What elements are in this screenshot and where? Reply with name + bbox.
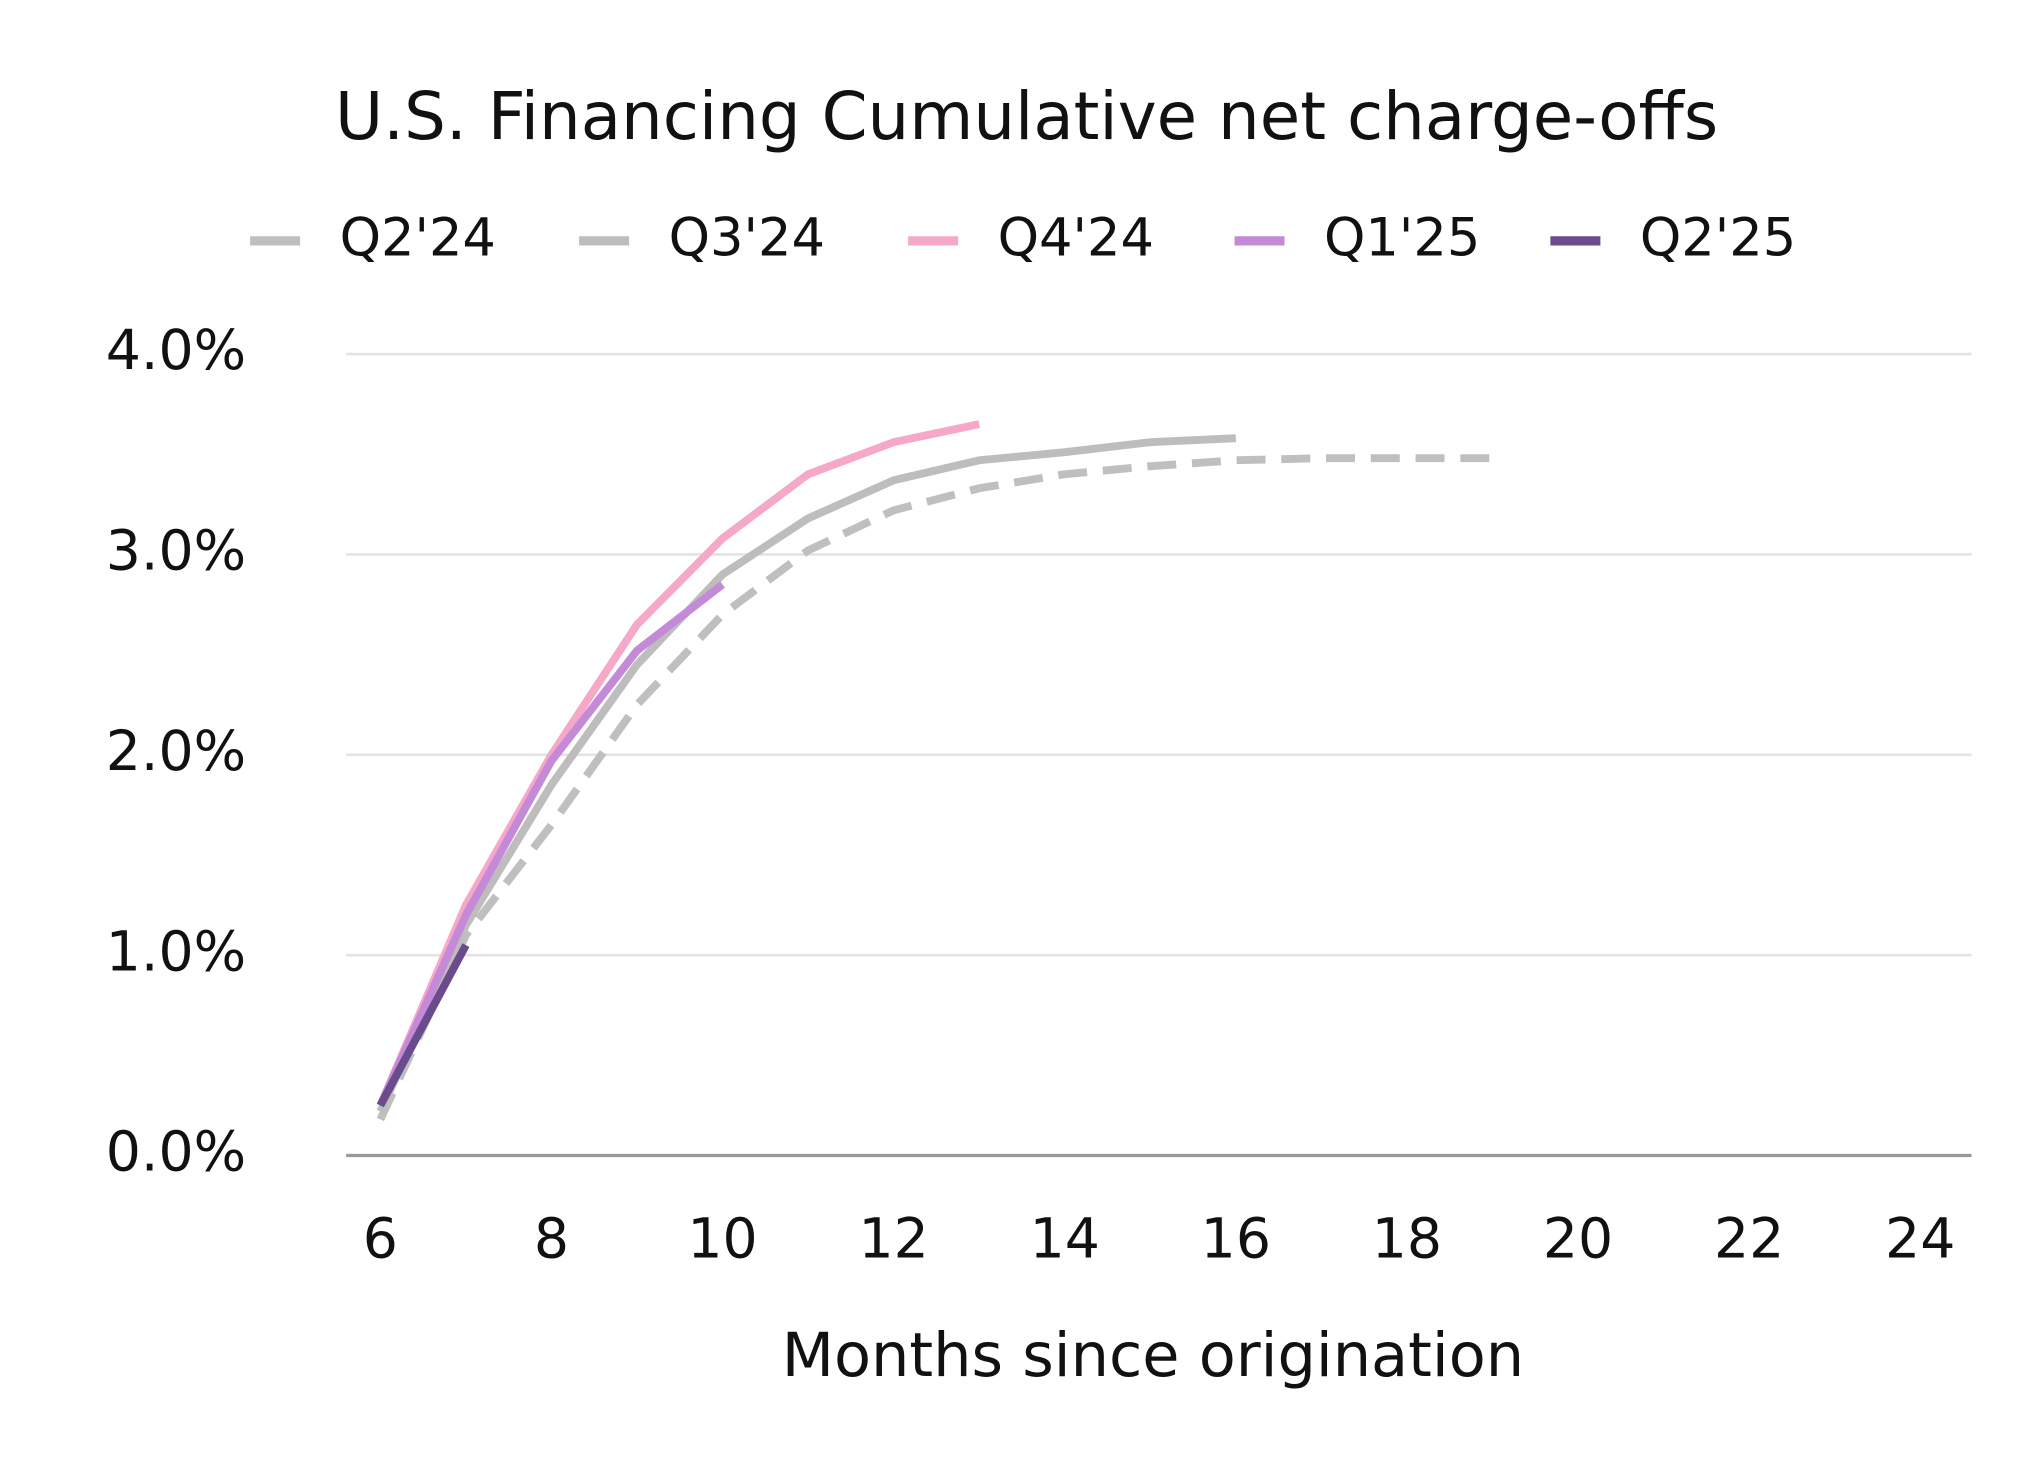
legend-label: Q1'25 xyxy=(1324,207,1480,268)
series-line xyxy=(376,581,725,1108)
x-tick-label: 16 xyxy=(1201,1208,1271,1272)
chart-title: U.S. Financing Cumulative net charge-off… xyxy=(335,78,1718,155)
series-line xyxy=(376,434,1237,1114)
x-tick-label: 18 xyxy=(1372,1208,1442,1272)
x-axis-label: Months since origination xyxy=(782,1321,1524,1391)
legend-label: Q2'24 xyxy=(340,207,496,268)
legend-label: Q4'24 xyxy=(998,207,1154,268)
legend-label: Q2'25 xyxy=(1640,207,1796,268)
y-tick-label: 0.0% xyxy=(106,1121,246,1185)
x-tick-label: 10 xyxy=(687,1208,757,1272)
series-line xyxy=(376,420,981,1107)
x-tick-label: 14 xyxy=(1030,1208,1100,1272)
x-tick-label: 20 xyxy=(1543,1208,1613,1272)
y-tick-label: 1.0% xyxy=(106,920,246,984)
series-line xyxy=(376,943,470,1108)
x-tick-label: 22 xyxy=(1714,1208,1784,1272)
y-tick-label: 3.0% xyxy=(106,520,246,584)
x-tick-label: 8 xyxy=(534,1208,569,1272)
x-tick-label: 12 xyxy=(858,1208,928,1272)
x-tick-label: 24 xyxy=(1885,1208,1955,1272)
x-tick-label: 6 xyxy=(363,1208,398,1272)
series-line xyxy=(376,454,1493,1122)
y-tick-label: 4.0% xyxy=(106,319,246,383)
y-tick-label: 2.0% xyxy=(106,720,246,784)
legend-label: Q3'24 xyxy=(669,207,825,268)
